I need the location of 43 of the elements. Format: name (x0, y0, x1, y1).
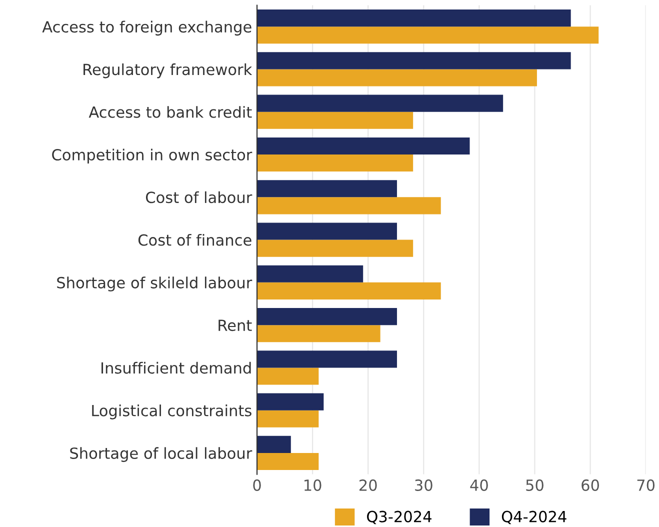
y-tick-label: Logistical constraints (92, 404, 252, 420)
y-tick-label: Insufficient demand (102, 362, 251, 374)
bar (257, 94, 504, 112)
bar (257, 393, 324, 410)
bar (257, 154, 414, 172)
bar (257, 282, 441, 300)
x-tick-label: 50 (526, 479, 544, 491)
y-tick-label: Access to foreign exchange (42, 20, 252, 36)
legend-label: Q3-2024 (367, 510, 432, 524)
bar (257, 52, 571, 70)
y-tick-label: Rent (218, 320, 252, 332)
bar (257, 69, 537, 86)
bar (257, 197, 441, 214)
x-tick-label: 60 (582, 479, 599, 491)
bar (257, 137, 470, 155)
bar (257, 368, 319, 385)
y-tick-label: Shortage of local labour (70, 447, 252, 462)
bar (257, 10, 571, 27)
x-tick-label: 20 (360, 479, 377, 491)
x-tick-label: 0 (253, 479, 261, 491)
y-tick-label: Competition in own sector (52, 148, 252, 164)
bar (257, 222, 397, 240)
y-tick-label: Regulatory framework (84, 63, 252, 78)
bar (257, 325, 380, 342)
y-tick-label: Cost of finance (138, 234, 252, 246)
bar (257, 308, 397, 326)
bar (257, 180, 397, 198)
legend-label: Q4-2024 (502, 510, 566, 524)
y-tick-label: Shortage of skileld labour (57, 276, 252, 292)
bar (257, 350, 397, 368)
bar (257, 452, 319, 470)
bar (257, 265, 364, 282)
y-tick-label: Access to bank credit (88, 106, 252, 118)
x-tick-label: 10 (304, 479, 322, 491)
x-tick-label: 40 (470, 479, 488, 491)
bar (257, 26, 599, 44)
y-tick-label: Cost of labour (146, 191, 252, 204)
bar (257, 112, 414, 129)
bar (257, 436, 291, 453)
x-tick-label: 70 (637, 479, 655, 491)
bar (257, 410, 319, 428)
bar (257, 240, 414, 257)
x-tick-label: 30 (415, 479, 432, 491)
